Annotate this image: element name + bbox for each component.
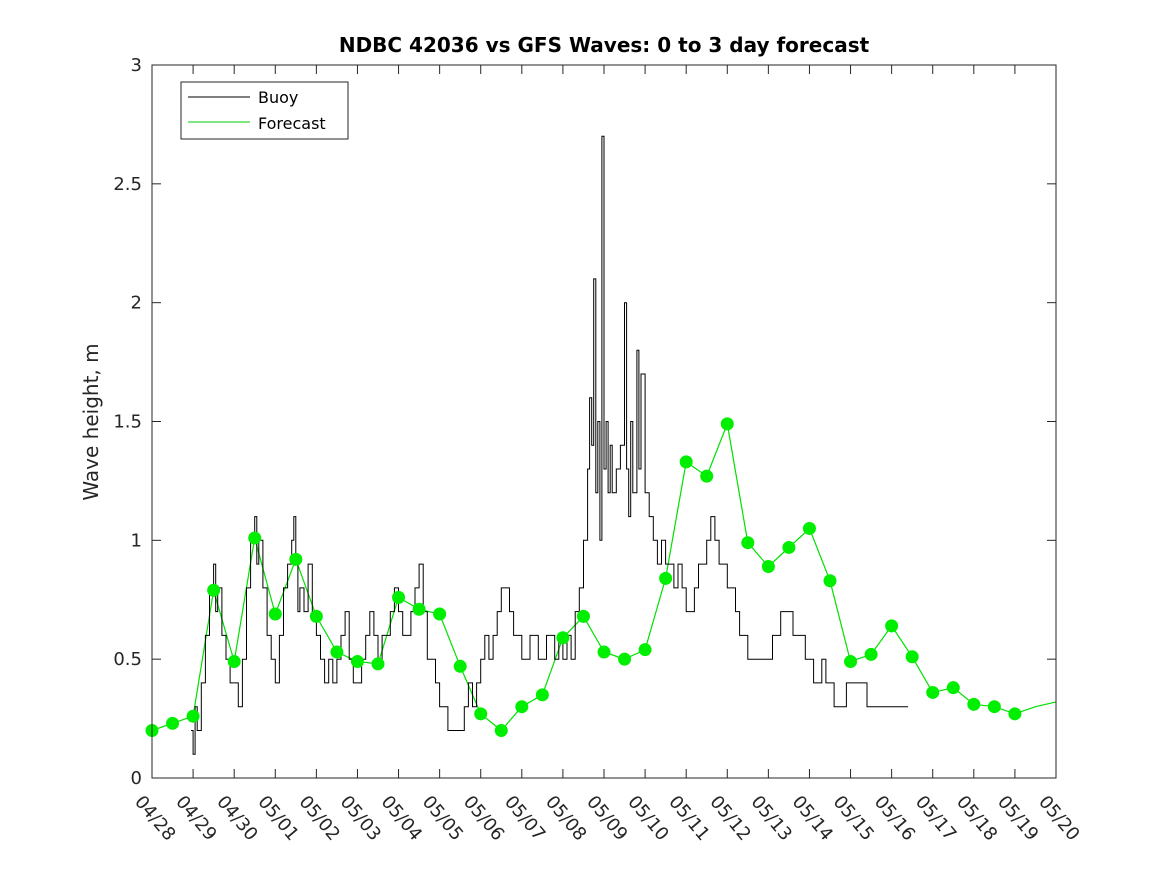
y-tick-label: 3: [131, 55, 142, 76]
buoy-line: [191, 135, 909, 755]
x-tick-label: 05/07: [500, 792, 549, 845]
x-tick-label: 04/30: [212, 792, 261, 845]
forecast-marker: [412, 602, 426, 616]
forecast-marker: [659, 571, 673, 585]
forecast-marker: [227, 655, 241, 669]
forecast-marker: [556, 631, 570, 645]
forecast-marker: [597, 645, 611, 659]
forecast-marker: [207, 583, 221, 597]
forecast-marker: [433, 607, 447, 621]
forecast-marker: [166, 716, 180, 730]
x-tick-label: 05/04: [377, 792, 426, 845]
forecast-marker: [515, 700, 529, 714]
x-tick-label: 05/18: [952, 792, 1001, 845]
x-tick-label: 05/03: [336, 792, 385, 845]
y-tick-label: 1.5: [113, 412, 142, 433]
forecast-marker: [576, 609, 590, 623]
y-tick-label: 2.5: [113, 174, 142, 195]
x-tick-label: 05/15: [829, 792, 878, 845]
chart-title: NDBC 42036 vs GFS Waves: 0 to 3 day fore…: [339, 33, 870, 57]
axis-ticks: 00.511.522.5304/2804/2904/3005/0105/0205…: [113, 55, 1083, 845]
forecast-marker: [946, 681, 960, 695]
x-tick-label: 05/19: [993, 792, 1042, 845]
forecast-marker: [741, 536, 755, 550]
forecast-marker: [700, 469, 714, 483]
forecast-marker: [248, 531, 262, 545]
legend-label-forecast: Forecast: [258, 114, 326, 133]
forecast-marker: [802, 521, 816, 535]
forecast-marker: [638, 643, 652, 657]
y-tick-label: 0: [131, 768, 142, 789]
forecast-marker: [864, 647, 878, 661]
forecast-marker: [905, 650, 919, 664]
forecast-marker: [330, 645, 344, 659]
x-tick-label: 05/09: [582, 792, 631, 845]
forecast-marker: [453, 659, 467, 673]
x-tick-label: 05/12: [705, 792, 754, 845]
x-tick-label: 05/16: [870, 792, 919, 845]
forecast-marker: [474, 707, 488, 721]
forecast-marker: [350, 655, 364, 669]
x-tick-label: 05/20: [1034, 792, 1083, 845]
x-tick-label: 04/28: [130, 792, 179, 845]
y-tick-label: 1: [131, 530, 142, 551]
forecast-marker: [392, 590, 406, 604]
x-tick-label: 05/06: [459, 792, 508, 845]
x-tick-label: 05/01: [253, 792, 302, 845]
forecast-marker: [679, 455, 693, 469]
forecast-marker: [987, 700, 1001, 714]
legend-box: [180, 81, 349, 140]
x-tick-label: 05/14: [788, 792, 837, 845]
forecast-marker: [823, 574, 837, 588]
x-tick-label: 05/10: [623, 792, 672, 845]
forecast-marker: [761, 559, 775, 573]
forecast-marker: [885, 619, 899, 633]
legend: Buoy Forecast: [180, 81, 349, 140]
buoy-series: [191, 135, 909, 755]
x-tick-label: 05/13: [747, 792, 796, 845]
forecast-marker: [535, 688, 549, 702]
forecast-marker: [371, 657, 385, 671]
x-tick-label: 05/02: [295, 792, 344, 845]
x-tick-label: 05/11: [664, 792, 713, 845]
forecast-markers: [145, 417, 1022, 737]
legend-label-buoy: Buoy: [258, 88, 298, 107]
y-axis-label: Wave height, m: [79, 343, 103, 500]
x-tick-label: 05/17: [911, 792, 960, 845]
y-tick-label: 0.5: [113, 649, 142, 670]
forecast-marker: [844, 655, 858, 669]
forecast-marker: [494, 723, 508, 737]
forecast-marker: [967, 697, 981, 711]
forecast-marker: [926, 685, 940, 699]
y-tick-label: 2: [131, 293, 142, 314]
forecast-marker: [268, 607, 282, 621]
forecast-marker: [1008, 707, 1022, 721]
forecast-marker: [309, 609, 323, 623]
forecast-marker: [618, 652, 632, 666]
forecast-marker: [289, 552, 303, 566]
x-tick-label: 05/05: [418, 792, 467, 845]
forecast-marker: [186, 709, 200, 723]
forecast-marker: [782, 540, 796, 554]
forecast-marker: [720, 417, 734, 431]
x-tick-label: 04/29: [171, 792, 220, 845]
x-tick-label: 05/08: [541, 792, 590, 845]
